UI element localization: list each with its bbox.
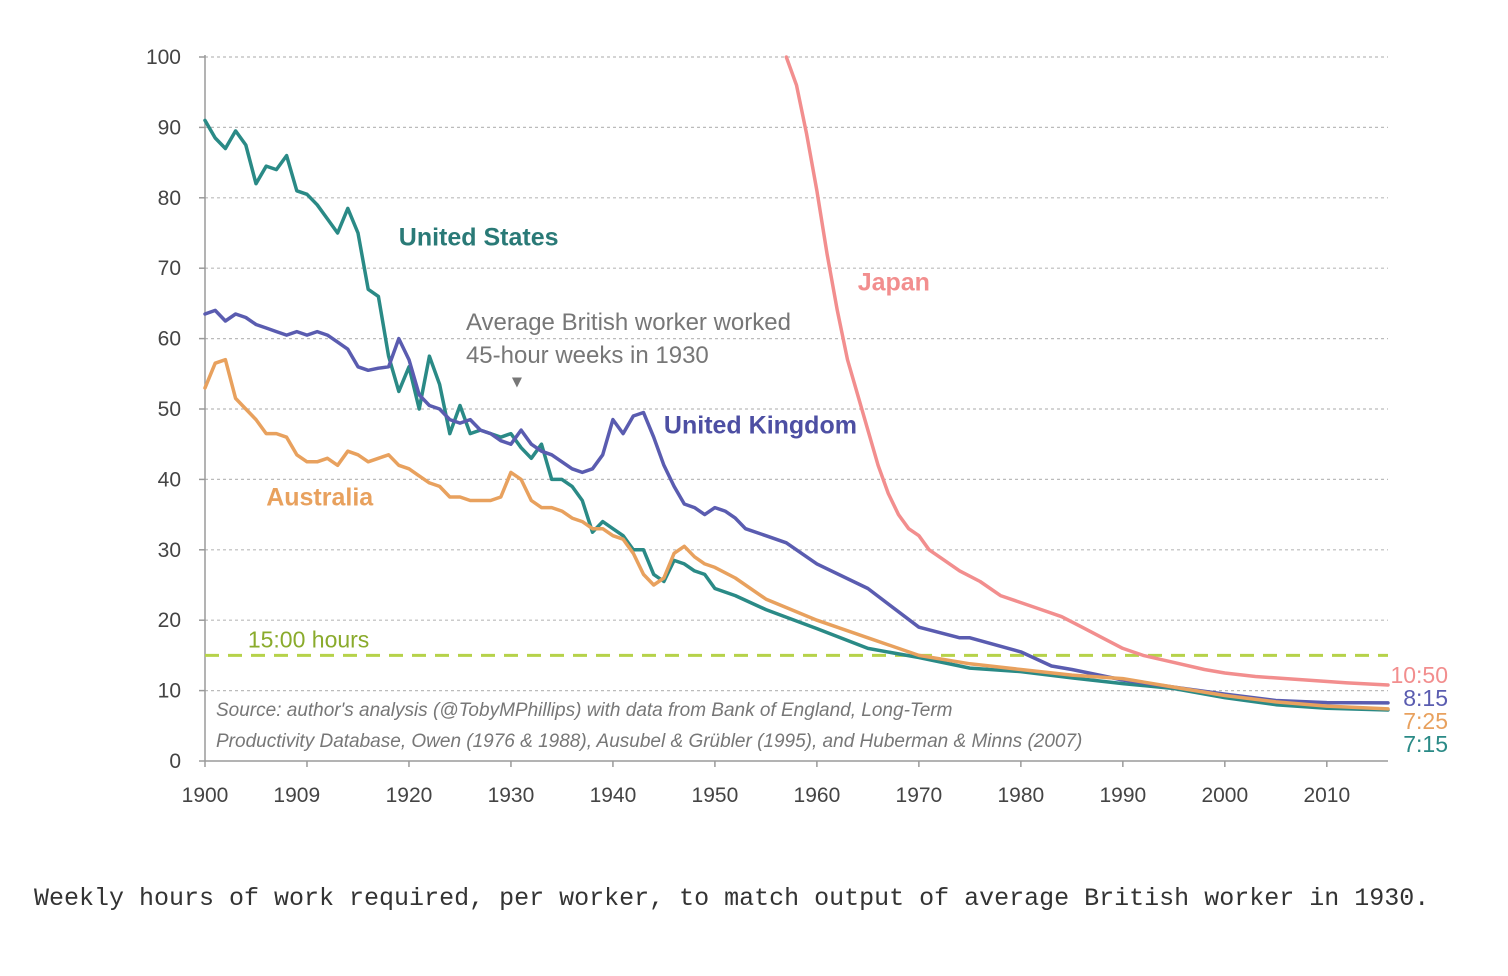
series-labels: United States Japan United Kingdom Australi… (266, 224, 930, 512)
x-tick-label: 1940 (590, 784, 637, 807)
end-label-australia: 7:25 (1403, 708, 1448, 734)
end-label-united-states: 7:15 (1403, 731, 1448, 757)
end-label-united-kingdom: 8:15 (1403, 685, 1448, 711)
series-line-united-kingdom (203, 308, 1390, 705)
series-line-united-states (203, 118, 1390, 712)
end-label-japan: 10:50 (1390, 662, 1448, 688)
end-value-labels: 10:50 7:15 8:157:25 (1390, 662, 1448, 757)
annotation: Average British worker worked 45-hour wee… (466, 309, 791, 388)
source-line: Productivity Database, Owen (1976 & 1988… (216, 731, 1082, 752)
x-tick-label: 1970 (896, 784, 943, 807)
x-tick-label: 1990 (1099, 784, 1146, 807)
y-tick-label: 100 (146, 46, 181, 69)
x-tick-label: 1909 (273, 784, 320, 807)
series-line-australia (203, 357, 1390, 711)
x-tick-label: 1960 (794, 784, 841, 807)
reference-line: 15:00 hours (205, 626, 1388, 657)
x-tick-label: 2010 (1303, 784, 1350, 807)
x-tick-label: 1930 (488, 784, 535, 807)
figure-caption: Weekly hours of work required, per worke… (34, 884, 1430, 913)
x-tick-label: 1950 (692, 784, 739, 807)
y-tick-label: 60 (158, 328, 181, 351)
series-line-japan (784, 55, 1390, 687)
y-tick-label: 50 (158, 398, 181, 421)
series-lines (203, 55, 1390, 712)
series-label-australia: Australia (266, 483, 374, 511)
x-tick-label: 2000 (1201, 784, 1248, 807)
annotation-arrow-head (511, 377, 522, 388)
annotation-text: Average British worker worked (466, 309, 791, 336)
y-tick-label: 10 (158, 680, 181, 703)
x-tick-label: 1920 (386, 784, 433, 807)
x-tick-label: 1980 (998, 784, 1045, 807)
y-tick-label: 80 (158, 187, 181, 210)
series-label-united-kingdom: United Kingdom (664, 412, 857, 440)
y-tick-label: 0 (169, 750, 181, 773)
y-tick-label: 90 (158, 116, 181, 139)
y-tick-label: 40 (158, 468, 181, 491)
chart: 0 10 20 30 40 50 60 70 80 90 100 1900 1909 1920 1930 19… (146, 46, 1448, 807)
y-tick-label: 30 (158, 539, 181, 562)
reference-line-label: 15:00 hours (248, 626, 369, 652)
series-label-united-states: United States (399, 224, 559, 252)
x-tick-label: 1900 (182, 784, 229, 807)
y-tick-label: 70 (158, 257, 181, 280)
source-note: Source: author's analysis (@TobyMPhillip… (216, 700, 1082, 752)
axes: 0 10 20 30 40 50 60 70 80 90 100 1900 1909 1920 1930 19… (146, 46, 1388, 807)
annotation-text: 45-hour weeks in 1930 (466, 342, 709, 369)
source-line: Source: author's analysis (@TobyMPhillip… (216, 700, 952, 721)
series-label-japan: Japan (858, 269, 930, 297)
y-tick-label: 20 (158, 609, 181, 632)
gridlines (205, 56, 1388, 692)
